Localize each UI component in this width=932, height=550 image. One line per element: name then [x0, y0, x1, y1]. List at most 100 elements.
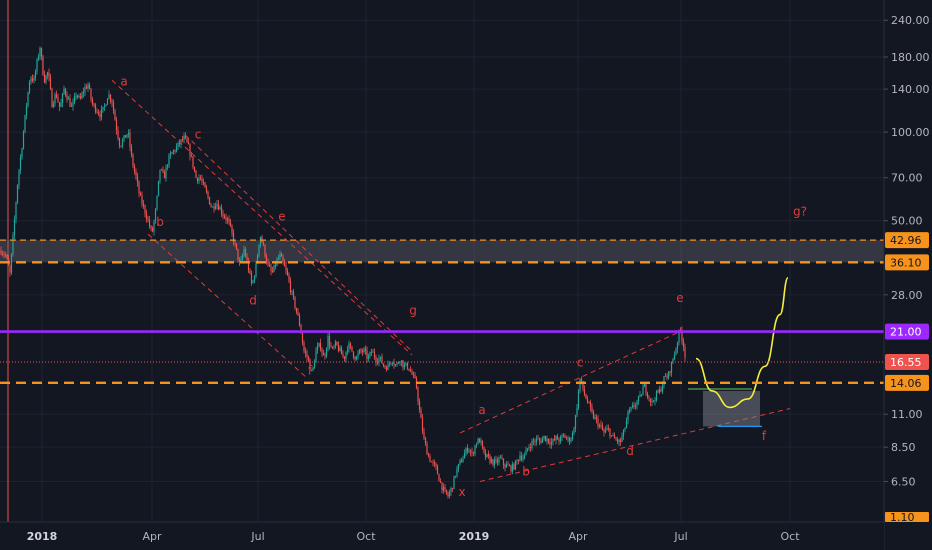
candle-body — [468, 450, 470, 452]
candle-body — [387, 364, 389, 370]
candle-body — [316, 346, 319, 351]
candle-body — [642, 387, 644, 396]
candle-body — [283, 262, 286, 267]
candle-body — [111, 100, 113, 103]
candle-body — [493, 459, 496, 465]
candle-body — [394, 364, 397, 366]
candle-body — [388, 363, 391, 365]
candle-body — [600, 424, 602, 426]
candle-body — [526, 448, 529, 450]
candle-body — [190, 156, 193, 157]
candle-body — [612, 435, 614, 436]
candle-body — [334, 341, 337, 347]
candle-body — [123, 135, 125, 141]
candle-body — [40, 47, 43, 57]
candle-body — [573, 428, 575, 433]
wave-label-13: f — [762, 429, 767, 443]
y-tick-label-0: 240.00 — [891, 14, 930, 27]
candle-body — [426, 443, 428, 455]
candle-body — [504, 464, 506, 468]
candle-body — [156, 195, 158, 210]
candle-body — [244, 248, 247, 257]
candle-body — [129, 132, 131, 147]
candle-body — [640, 394, 643, 396]
candle-body — [249, 270, 251, 274]
wave-label-0: a — [120, 75, 127, 89]
candle-body — [561, 435, 563, 437]
wave-label-6: g — [409, 304, 417, 318]
candle-body — [484, 452, 487, 458]
candle-body — [271, 271, 274, 272]
candle-body — [424, 438, 427, 444]
candle-body — [403, 365, 406, 368]
candle-body — [184, 136, 187, 139]
price-badges: 42.96 36.10 21.00 16.55 14.06 1.10 — [885, 232, 929, 524]
candle-body — [81, 93, 83, 99]
candle-body — [151, 228, 154, 232]
candle-body — [439, 481, 442, 483]
candle-body — [115, 120, 118, 131]
candle-body — [51, 88, 53, 108]
candle-body — [147, 219, 149, 220]
candle-body — [457, 464, 460, 469]
candle-body — [157, 180, 160, 196]
candle-body — [604, 430, 607, 433]
price-badge-text-42.96: 42.96 — [890, 234, 922, 247]
candle-body — [6, 254, 8, 259]
candle-body — [346, 349, 349, 352]
candle-body — [378, 358, 380, 363]
candle-body — [39, 47, 41, 57]
candle-body — [576, 407, 578, 416]
candle-body — [682, 341, 685, 347]
candle-body — [616, 439, 619, 442]
candle-body — [598, 424, 601, 427]
candle-body — [130, 146, 133, 155]
y-tick-label-3: 100.00 — [891, 126, 930, 139]
candle-body — [55, 94, 58, 98]
candle-body — [250, 273, 253, 283]
candle-body — [510, 465, 512, 472]
candle-body — [237, 249, 239, 260]
candle-body — [519, 455, 521, 461]
candle-body — [205, 187, 208, 192]
candle-body — [343, 356, 346, 359]
candle-body — [375, 357, 377, 362]
candle-body — [502, 458, 505, 465]
candle-body — [411, 371, 413, 375]
candle-body — [160, 169, 163, 171]
candle-body — [597, 418, 599, 427]
candle-body — [535, 438, 538, 442]
candle-body — [103, 106, 106, 108]
candle-body — [556, 435, 559, 440]
candle-body — [234, 242, 236, 244]
candle-body — [297, 311, 299, 316]
candle-body — [588, 402, 590, 404]
candle-body — [171, 152, 173, 154]
candle-body — [432, 461, 434, 463]
candle-body — [109, 94, 112, 101]
candle-body — [258, 244, 260, 256]
candle-body — [501, 457, 503, 459]
candle-body — [201, 178, 203, 182]
trendline-0 — [111, 79, 413, 356]
candle-body — [664, 376, 667, 378]
candle-body — [391, 362, 394, 364]
price-badge-36.10 — [885, 254, 929, 271]
price-badge-16.55 — [885, 354, 929, 371]
candle-body — [445, 489, 448, 494]
candle-body — [352, 351, 355, 358]
candle-body — [180, 139, 182, 145]
candle-body — [235, 243, 238, 250]
candle-body — [520, 455, 523, 460]
candle-body — [10, 253, 13, 273]
y-tick-label-4: 70.00 — [891, 172, 923, 185]
candle-body — [531, 440, 533, 448]
candle-body — [676, 342, 679, 349]
candle-body — [19, 157, 22, 171]
candle-body — [108, 94, 110, 99]
candle-body — [543, 435, 545, 439]
candle-body — [397, 362, 400, 364]
candle-body — [150, 226, 152, 229]
candle-body — [355, 356, 358, 360]
